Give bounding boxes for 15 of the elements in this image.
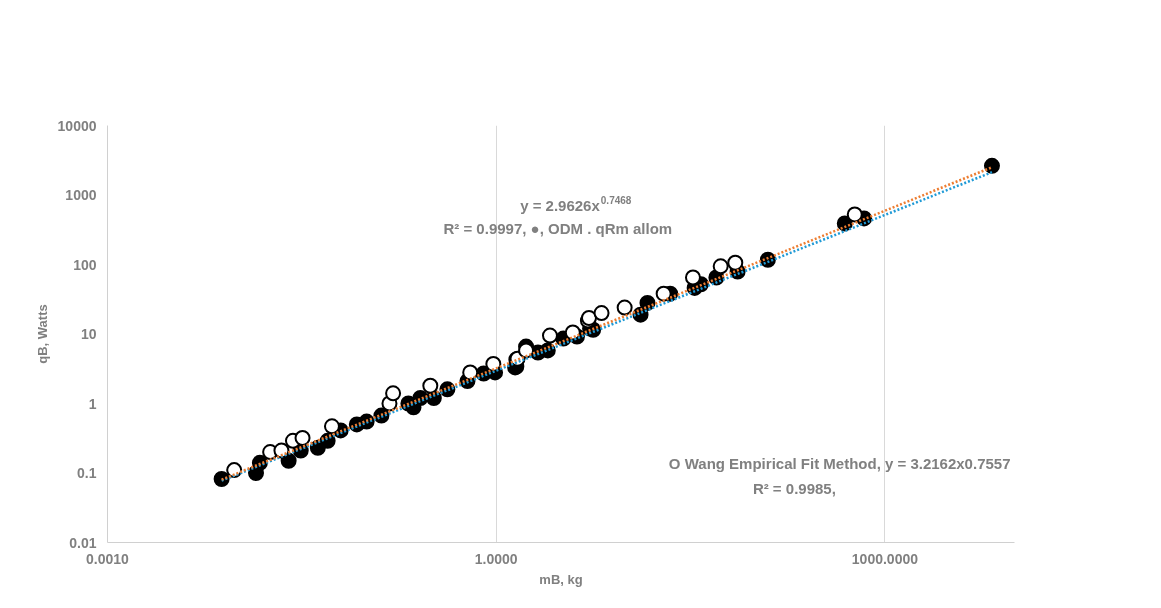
x-tick-label: 1000.0000 xyxy=(851,550,919,567)
y-tick-label: 1000 xyxy=(65,187,97,203)
y-tick-label: 10 xyxy=(80,326,97,342)
annotation: R² = 0.9985, xyxy=(752,479,836,497)
annotation: R² = 0.9997, ●, ODM . qRm allom xyxy=(443,219,673,237)
y-tick-label: 100 xyxy=(73,256,97,273)
y-tick-label: 10000 xyxy=(57,117,97,134)
x-axis-title: mB, kg xyxy=(539,571,583,587)
x-tick-label: 1.0000 xyxy=(474,550,518,567)
annotation: O Wang Empirical Fit Method, y = 3.2162x0.7557 xyxy=(668,455,1011,472)
y-tick-label: 0.1 xyxy=(77,465,97,481)
y-tick-label: 0.01 xyxy=(69,534,97,551)
y-axis-title: qB, Watts xyxy=(34,304,50,364)
y-tick-label: 1 xyxy=(88,395,97,412)
x-tick-label: 0.0010 xyxy=(86,550,130,567)
